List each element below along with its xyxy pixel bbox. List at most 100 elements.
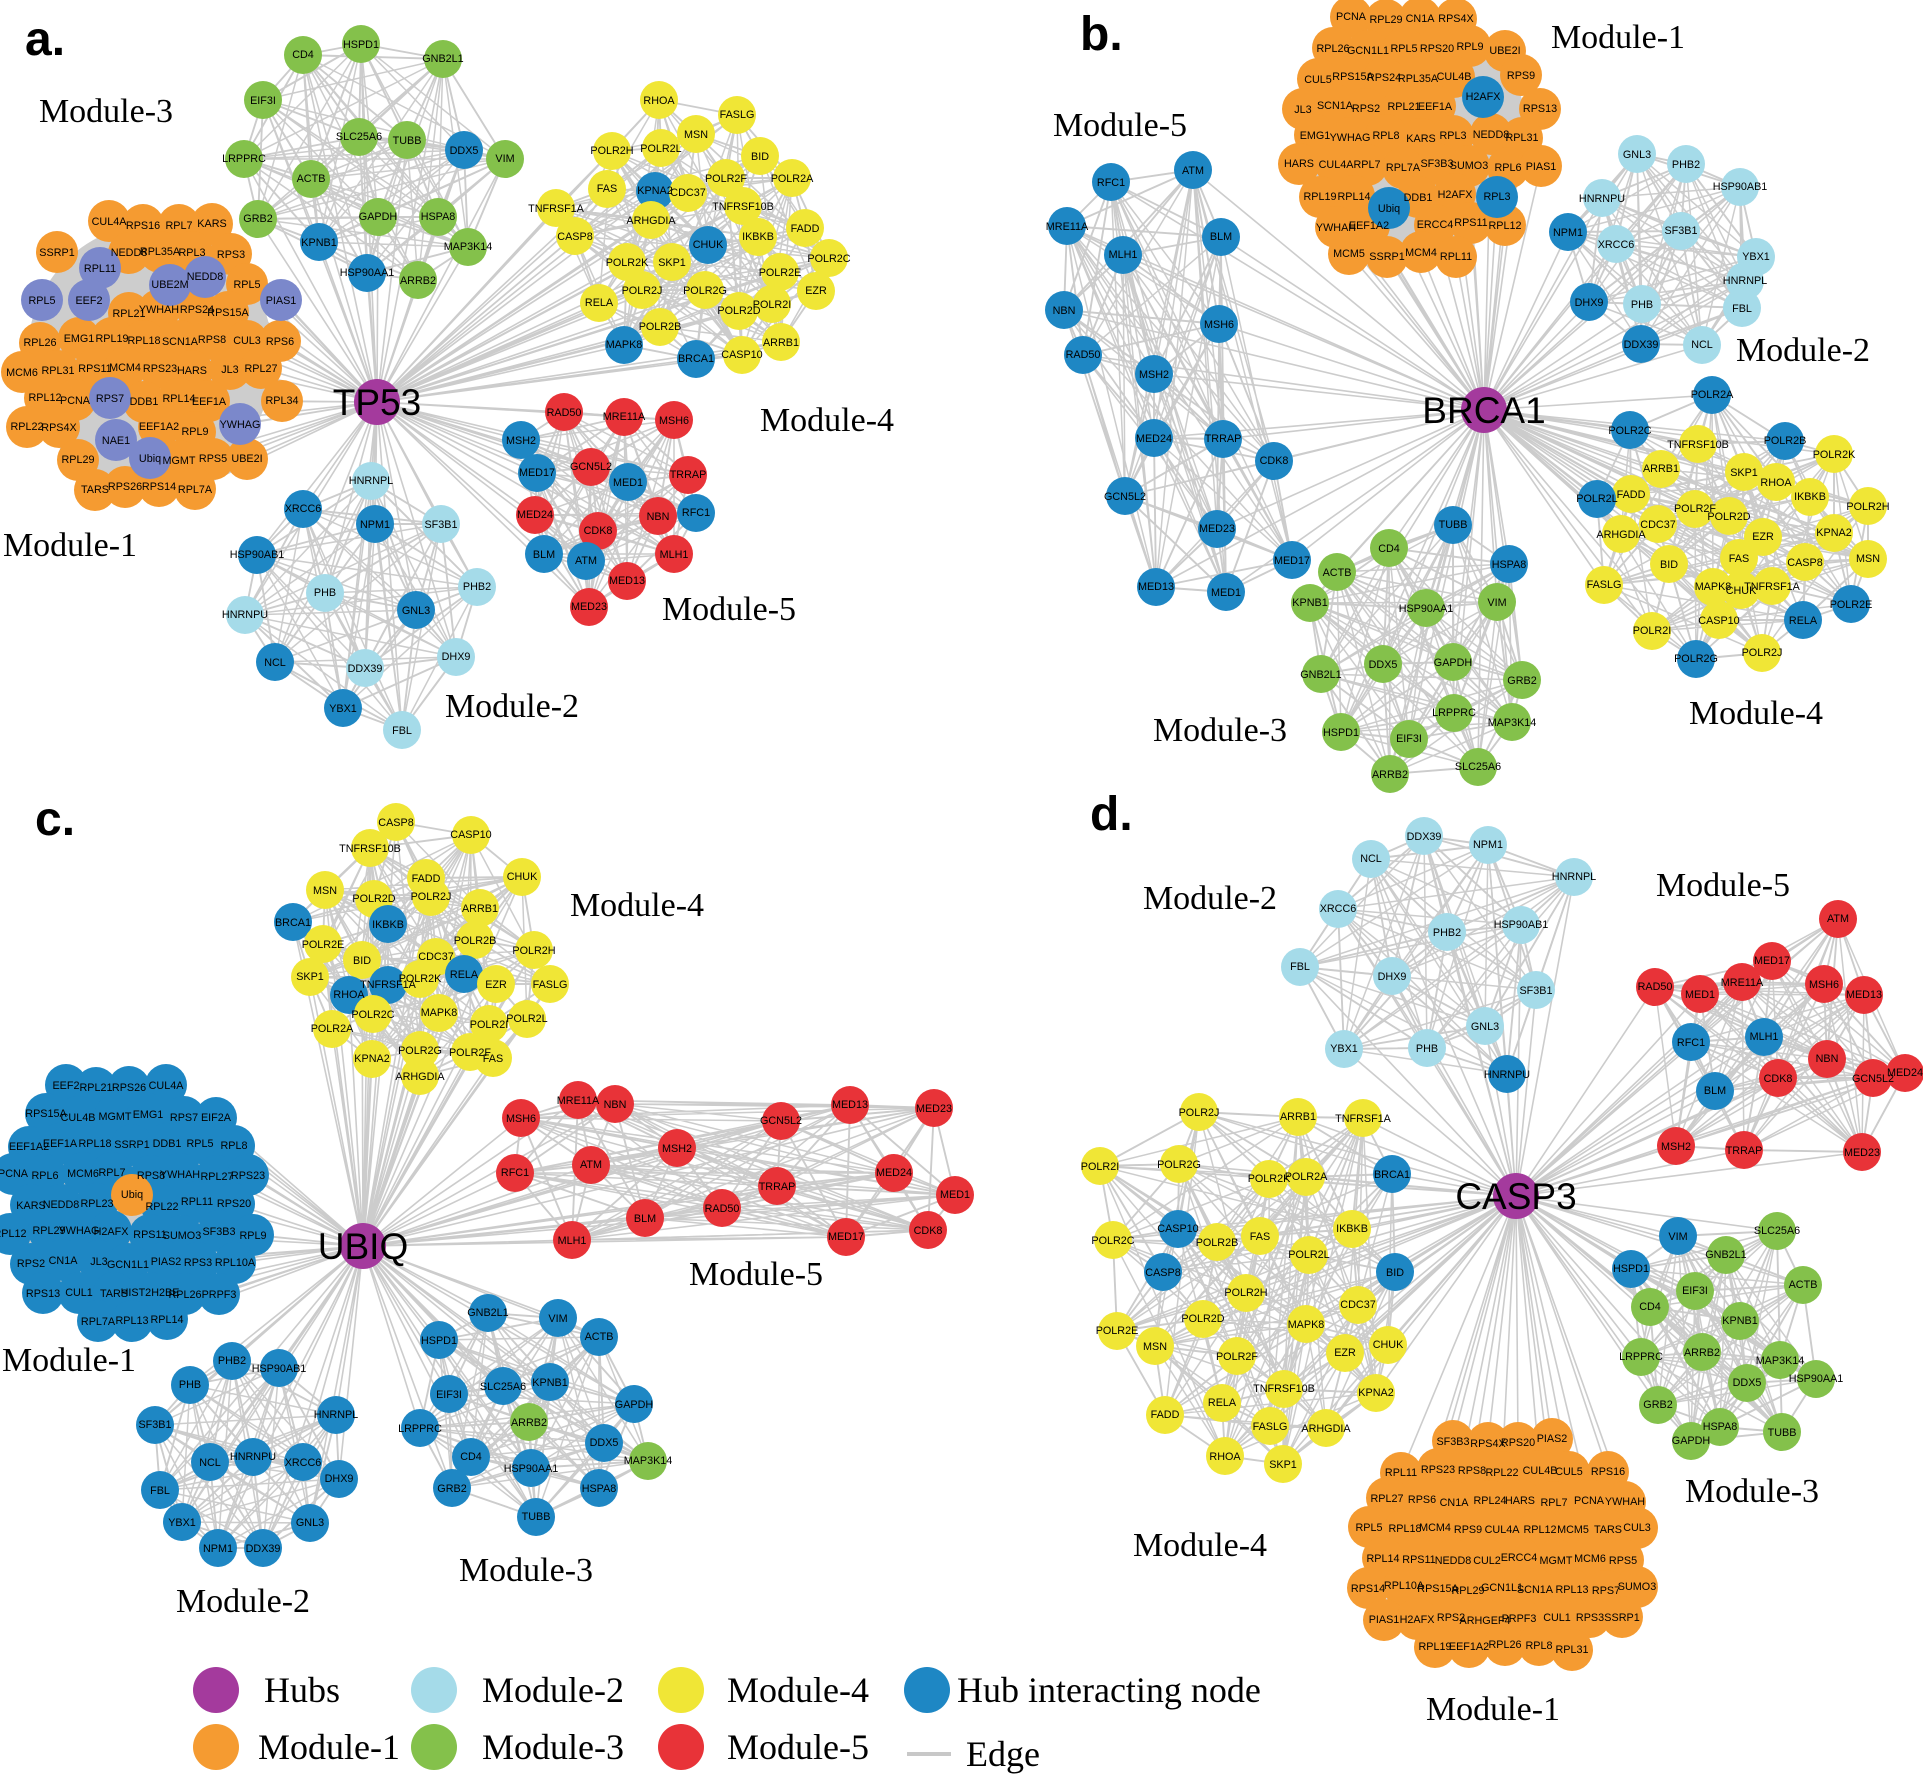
svg-text:RPL12: RPL12 xyxy=(1523,1524,1556,1536)
svg-text:RPS26: RPS26 xyxy=(108,481,142,493)
svg-text:MCM4: MCM4 xyxy=(109,362,141,374)
svg-text:MSH6: MSH6 xyxy=(1204,319,1234,331)
svg-text:RPL22: RPL22 xyxy=(10,421,43,433)
svg-text:CDC37: CDC37 xyxy=(670,187,705,199)
svg-text:RPS7: RPS7 xyxy=(1592,1585,1620,1597)
svg-text:DDX39: DDX39 xyxy=(1624,339,1659,351)
svg-text:TNFRSF1A: TNFRSF1A xyxy=(528,203,585,215)
svg-text:Module-2: Module-2 xyxy=(176,1583,310,1620)
svg-text:FBL: FBL xyxy=(392,725,412,737)
svg-text:RPS6: RPS6 xyxy=(1408,1494,1436,1506)
svg-text:TNFRSF10B: TNFRSF10B xyxy=(1253,1383,1315,1395)
svg-text:POLR2J: POLR2J xyxy=(1742,647,1783,659)
svg-text:EEF1A2: EEF1A2 xyxy=(1349,220,1389,232)
svg-text:ARRB2: ARRB2 xyxy=(1372,769,1408,781)
svg-text:RPS20: RPS20 xyxy=(1501,1437,1535,1449)
svg-text:MAPK8: MAPK8 xyxy=(1695,581,1732,593)
svg-text:MED23: MED23 xyxy=(571,601,607,613)
svg-text:PHB2: PHB2 xyxy=(463,581,491,593)
svg-text:HSP90AB1: HSP90AB1 xyxy=(252,1363,307,1375)
svg-text:FBL: FBL xyxy=(1732,303,1752,315)
svg-text:RPS15A: RPS15A xyxy=(1417,1583,1459,1595)
svg-text:RHOA: RHOA xyxy=(1760,477,1792,489)
svg-text:SCN1A: SCN1A xyxy=(162,336,199,348)
svg-text:RPL21: RPL21 xyxy=(1387,101,1420,113)
svg-text:SF3B3: SF3B3 xyxy=(202,1226,235,1238)
svg-text:RHOA: RHOA xyxy=(1209,1451,1241,1463)
svg-text:Module-2: Module-2 xyxy=(445,688,579,725)
svg-text:RPL7: RPL7 xyxy=(165,220,192,232)
svg-text:RPS7: RPS7 xyxy=(96,393,124,405)
svg-text:NPM1: NPM1 xyxy=(360,519,390,531)
svg-text:CN1A: CN1A xyxy=(49,1255,79,1267)
svg-text:MSH6: MSH6 xyxy=(1809,979,1839,991)
svg-text:ARRB1: ARRB1 xyxy=(462,903,498,915)
svg-text:MED17: MED17 xyxy=(1754,955,1790,967)
svg-text:DHX9: DHX9 xyxy=(1378,971,1407,983)
svg-text:TNFRSF1A: TNFRSF1A xyxy=(1744,581,1801,593)
svg-text:TUBB: TUBB xyxy=(522,1511,551,1523)
svg-text:BID: BID xyxy=(1660,559,1678,571)
svg-text:BLM: BLM xyxy=(1704,1085,1726,1097)
svg-text:RPS8: RPS8 xyxy=(137,1170,165,1182)
svg-text:BID: BID xyxy=(353,955,371,967)
svg-text:HSP90AB1: HSP90AB1 xyxy=(1713,181,1768,193)
svg-text:POLR2L: POLR2L xyxy=(640,143,681,155)
svg-text:TRRAP: TRRAP xyxy=(1726,1145,1763,1157)
svg-text:ERCC4: ERCC4 xyxy=(1417,219,1454,231)
svg-text:MSN: MSN xyxy=(1856,553,1880,565)
svg-text:RPL7: RPL7 xyxy=(1540,1497,1567,1509)
svg-text:Module-3: Module-3 xyxy=(482,1727,624,1767)
svg-text:DHX9: DHX9 xyxy=(325,1473,354,1485)
svg-text:SKP1: SKP1 xyxy=(1269,1459,1297,1471)
svg-text:POLR2H: POLR2H xyxy=(512,945,555,957)
svg-text:ATM: ATM xyxy=(575,555,597,567)
svg-text:IKBKB: IKBKB xyxy=(1336,1223,1368,1235)
svg-text:HIST2H2BE: HIST2H2BE xyxy=(121,1287,180,1299)
svg-text:CUL3: CUL3 xyxy=(233,335,261,347)
svg-text:RPL26: RPL26 xyxy=(168,1289,201,1301)
svg-text:MSN: MSN xyxy=(684,129,708,141)
svg-text:RPL34: RPL34 xyxy=(265,395,298,407)
svg-text:RFC1: RFC1 xyxy=(501,1167,529,1179)
svg-text:Module-4: Module-4 xyxy=(760,402,894,439)
svg-text:POLR2E: POLR2E xyxy=(1830,599,1873,611)
svg-text:MSN: MSN xyxy=(1143,1341,1167,1353)
svg-text:RPS11: RPS11 xyxy=(1402,1554,1435,1566)
svg-text:Module-1: Module-1 xyxy=(2,1342,136,1379)
svg-text:PRPF3: PRPF3 xyxy=(202,1289,237,1301)
svg-text:YWHAG: YWHAG xyxy=(59,1225,100,1237)
svg-text:NAE1: NAE1 xyxy=(102,435,130,447)
svg-text:RPS16: RPS16 xyxy=(126,220,160,232)
svg-text:CASP10: CASP10 xyxy=(1698,615,1739,627)
svg-text:KPNB1: KPNB1 xyxy=(532,1377,567,1389)
svg-text:RHOA: RHOA xyxy=(333,989,365,1001)
svg-text:RPS6: RPS6 xyxy=(266,336,294,348)
svg-text:CASP8: CASP8 xyxy=(378,817,413,829)
svg-text:Module-5: Module-5 xyxy=(1656,867,1790,904)
svg-text:HSP90AA1: HSP90AA1 xyxy=(504,1463,559,1475)
svg-text:BRCA1: BRCA1 xyxy=(1374,1169,1410,1181)
svg-text:BID: BID xyxy=(1386,1267,1404,1279)
svg-text:POLR2H: POLR2H xyxy=(1846,501,1889,513)
svg-text:Module-4: Module-4 xyxy=(727,1670,869,1710)
svg-text:IKBKB: IKBKB xyxy=(742,231,774,243)
svg-text:MED24: MED24 xyxy=(1136,433,1172,445)
svg-text:SUMO3: SUMO3 xyxy=(1450,160,1488,172)
svg-text:NBN: NBN xyxy=(647,511,670,523)
svg-text:CD4: CD4 xyxy=(1378,543,1400,555)
svg-text:MLH1: MLH1 xyxy=(558,1235,587,1247)
svg-text:RPL5: RPL5 xyxy=(1390,43,1417,55)
svg-text:MLH1: MLH1 xyxy=(1750,1031,1779,1043)
svg-text:RPL12: RPL12 xyxy=(0,1228,27,1240)
svg-text:NCL: NCL xyxy=(199,1457,221,1469)
svg-text:RPS20: RPS20 xyxy=(1420,43,1454,55)
svg-text:SF3B3: SF3B3 xyxy=(1436,1436,1469,1448)
svg-text:RELA: RELA xyxy=(450,969,479,981)
svg-text:TP53: TP53 xyxy=(333,382,421,423)
svg-text:HNRNPU: HNRNPU xyxy=(230,1451,276,1463)
svg-text:MSH2: MSH2 xyxy=(662,1143,692,1155)
svg-text:MAPK8: MAPK8 xyxy=(421,1007,458,1019)
svg-text:RPL5: RPL5 xyxy=(233,279,260,291)
svg-text:RPS24: RPS24 xyxy=(180,304,214,316)
